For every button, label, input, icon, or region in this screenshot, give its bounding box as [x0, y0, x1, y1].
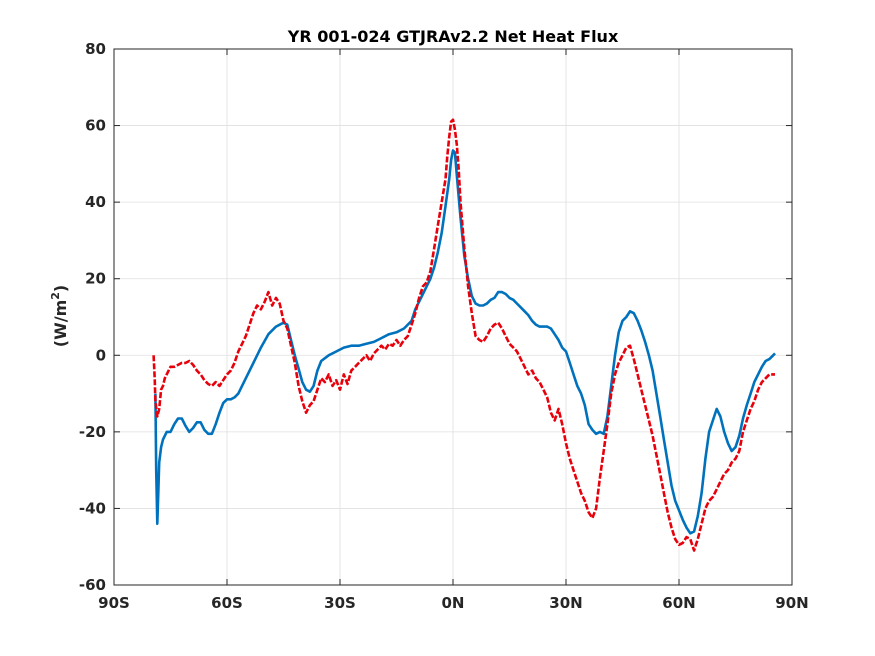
y-axis-label-text: (W/m: [51, 300, 70, 347]
series-layer: [152, 118, 776, 552]
y-tick-label: 20: [85, 270, 106, 288]
y-tick-label: 80: [85, 40, 106, 58]
y-tick-label: 60: [85, 117, 106, 135]
y-tick-labels: 80 60 40 20 0 -20 -40 -60: [79, 40, 106, 594]
y-tick-label: -40: [79, 499, 106, 517]
x-tick-label: 90N: [775, 594, 808, 612]
x-tick-label: 60N: [662, 594, 695, 612]
x-tick-label: 90S: [98, 594, 130, 612]
y-axis-label-close: ): [51, 285, 70, 292]
axis-ticks: [113, 48, 793, 586]
x-tick-labels: 90S 60S 30S 0N 30N 60N 90N: [98, 594, 809, 612]
series-line-1: [154, 149, 776, 535]
y-tick-label: -20: [79, 423, 106, 441]
chart-title: YR 001-024 GTJRAv2.2 Net Heat Flux: [287, 27, 619, 46]
series-line-2: [152, 118, 775, 552]
y-tick-label: -60: [79, 576, 106, 594]
y-tick-label: 0: [96, 346, 106, 364]
x-tick-label: 30S: [324, 594, 356, 612]
y-axis-label: (W/m2): [49, 285, 70, 347]
x-tick-label: 0N: [442, 594, 465, 612]
x-tick-label: 60S: [211, 594, 243, 612]
y-tick-label: 40: [85, 193, 106, 211]
y-axis-label-superscript: 2: [49, 292, 62, 300]
x-tick-label: 30N: [549, 594, 582, 612]
